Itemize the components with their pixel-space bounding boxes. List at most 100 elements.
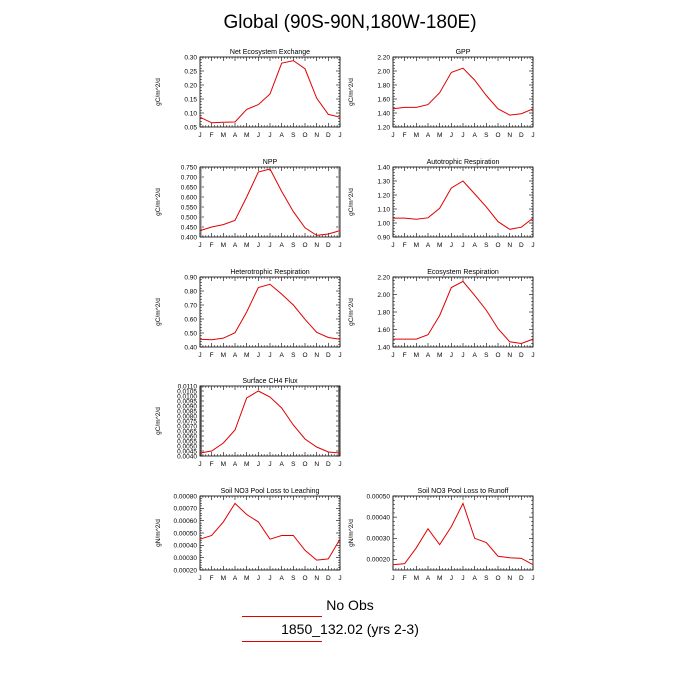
panel-title: Soil NO3 Pool Loss to Leaching — [221, 488, 320, 495]
obs-line-sample — [242, 616, 322, 617]
y-tick-label: 0.450 — [181, 224, 198, 231]
y-tick-label: 0.00020 — [174, 567, 198, 574]
x-tick-label: A — [426, 132, 431, 139]
y-tick-label: 0.00050 — [174, 530, 198, 537]
x-tick-label: N — [507, 242, 512, 249]
y-tick-label: 0.15 — [184, 96, 197, 103]
y-axis-label: gC/m^2/d — [155, 407, 162, 435]
y-tick-label: 0.550 — [181, 204, 198, 211]
y-tick-label: 2.00 — [377, 292, 390, 299]
y-tick-label: 0.0095 — [177, 398, 197, 405]
x-tick-label: A — [426, 352, 431, 359]
plot-frame — [392, 276, 534, 348]
x-tick-label: D — [326, 461, 331, 468]
x-tick-label: J — [461, 352, 464, 359]
y-tick-label: 0.0065 — [177, 428, 197, 435]
y-axis-label: gC/m^2/d — [155, 188, 162, 216]
plot-frame — [392, 166, 534, 238]
x-tick-label: D — [326, 352, 331, 359]
x-tick-label: D — [326, 242, 331, 249]
x-tick-label: A — [233, 132, 238, 139]
y-tick-label: 0.0060 — [177, 433, 197, 440]
x-tick-label: S — [484, 242, 489, 249]
x-tick-label: M — [221, 461, 226, 468]
x-tick-label: J — [338, 352, 341, 359]
x-tick-label: M — [221, 352, 226, 359]
x-tick-label: J — [268, 461, 271, 468]
x-tick-label: J — [268, 242, 271, 249]
x-tick-label: J — [257, 352, 260, 359]
y-tick-label: 0.0085 — [177, 408, 197, 415]
x-tick-label: M — [244, 242, 249, 249]
x-tick-label: J — [268, 575, 271, 582]
y-axis-label: gC/m^2/d — [155, 78, 162, 106]
y-axis-label: gN/m^2/d — [155, 519, 162, 547]
y-tick-label: 0.0100 — [177, 393, 197, 400]
x-tick-label: J — [338, 132, 341, 139]
x-tick-label: A — [279, 461, 284, 468]
series-line — [199, 283, 341, 341]
y-tick-label: 0.0045 — [177, 448, 197, 455]
x-tick-label: M — [437, 352, 442, 359]
x-tick-label: J — [391, 132, 394, 139]
x-tick-label: J — [338, 461, 341, 468]
x-tick-label: J — [198, 461, 201, 468]
y-tick-label: 0.00070 — [174, 506, 198, 513]
x-tick-label: F — [210, 461, 214, 468]
obs-label: No Obs — [326, 597, 374, 613]
x-tick-label: O — [495, 132, 500, 139]
x-tick-label: D — [519, 575, 524, 582]
y-axis-label: gC/m^2/d — [348, 298, 355, 326]
x-tick-label: A — [472, 575, 477, 582]
panel-title: Heterotrophic Respiration — [230, 269, 309, 276]
x-tick-label: A — [472, 352, 477, 359]
series-line — [393, 280, 534, 345]
panel-title: Net Ecosystem Exchange — [230, 49, 310, 56]
x-tick-label: M — [414, 242, 419, 249]
y-tick-label: 0.650 — [181, 184, 198, 191]
y-tick-label: 1.40 — [377, 344, 390, 351]
y-tick-label: 0.60 — [184, 316, 197, 323]
x-tick-label: D — [519, 132, 524, 139]
x-tick-label: F — [210, 242, 214, 249]
y-tick-label: 2.20 — [377, 274, 390, 281]
plot-frame — [199, 166, 341, 238]
x-tick-label: J — [268, 352, 271, 359]
x-tick-label: J — [338, 575, 341, 582]
x-tick-label: F — [210, 132, 214, 139]
y-tick-label: 0.30 — [184, 54, 197, 61]
x-tick-label: O — [302, 242, 307, 249]
x-tick-label: O — [302, 352, 307, 359]
y-tick-label: 1.00 — [377, 220, 390, 227]
x-tick-label: M — [221, 132, 226, 139]
x-tick-label: J — [450, 575, 453, 582]
x-tick-label: A — [233, 575, 238, 582]
x-tick-label: D — [519, 352, 524, 359]
x-tick-label: N — [314, 461, 319, 468]
x-tick-label: O — [302, 461, 307, 468]
x-tick-label: J — [338, 242, 341, 249]
x-tick-label: N — [314, 242, 319, 249]
x-tick-label: S — [291, 575, 296, 582]
y-tick-label: 0.400 — [181, 234, 198, 241]
x-tick-label: S — [484, 575, 489, 582]
y-tick-label: 0.0050 — [177, 443, 197, 450]
x-tick-label: J — [391, 242, 394, 249]
plot-frame — [392, 495, 534, 571]
x-tick-label: J — [198, 242, 201, 249]
series-line — [393, 180, 534, 230]
x-tick-label: F — [210, 352, 214, 359]
y-tick-label: 0.20 — [184, 82, 197, 89]
y-tick-label: 1.40 — [377, 164, 390, 171]
y-tick-label: 2.00 — [377, 68, 390, 75]
y-tick-label: 0.10 — [184, 110, 197, 117]
x-tick-label: A — [279, 242, 284, 249]
x-tick-label: J — [531, 352, 534, 359]
panel-title: NPP — [263, 159, 278, 166]
y-tick-label: 0.600 — [181, 194, 198, 201]
x-tick-label: M — [414, 575, 419, 582]
x-tick-label: J — [450, 242, 453, 249]
